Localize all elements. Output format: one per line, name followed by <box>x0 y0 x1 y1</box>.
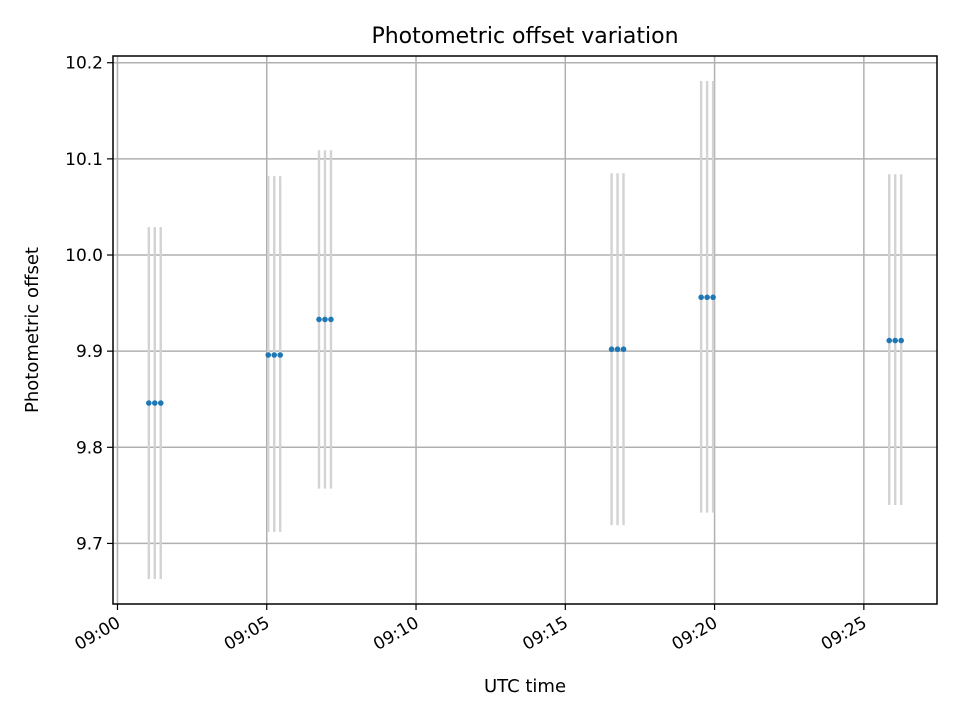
x-tick-label: 09:20 <box>669 613 721 655</box>
x-tick-label: 09:10 <box>370 613 422 655</box>
data-point <box>328 316 334 323</box>
y-tick-label: 9.7 <box>76 534 103 554</box>
data-layer <box>146 80 904 580</box>
data-point <box>620 346 627 353</box>
y-axis-label: Photometric offset <box>22 247 43 413</box>
plot-frame <box>112 55 938 605</box>
data-point <box>157 400 164 406</box>
data-point <box>698 294 704 301</box>
data-point <box>886 337 893 344</box>
x-tick-label: 09:00 <box>72 613 124 655</box>
data-point <box>892 337 899 344</box>
y-tick-label: 9.9 <box>76 342 103 362</box>
x-tick-label: 09:25 <box>818 613 870 655</box>
data-point <box>316 316 322 323</box>
y-tick-label: 9.8 <box>76 438 103 458</box>
data-point <box>614 346 621 353</box>
data-point <box>151 400 158 406</box>
data-point <box>146 400 152 406</box>
y-tick-label: 10.1 <box>65 150 103 170</box>
data-point <box>277 352 283 358</box>
data-point <box>608 346 615 353</box>
data-point <box>710 294 716 301</box>
grid-lines <box>113 56 937 604</box>
chart-title: Photometric offset variation <box>371 24 678 49</box>
x-tick-label: 09:15 <box>519 613 571 655</box>
x-tick-label: 09:05 <box>221 613 273 655</box>
y-tick-label: 10.2 <box>65 54 103 74</box>
data-point <box>704 294 710 301</box>
axes: 09:00 09:05 09:10 09:15 09:20 09:25 9.7 9.8 9.9 1… <box>65 54 870 655</box>
data-point <box>322 316 328 323</box>
data-point <box>898 337 904 344</box>
y-tick-label: 10.0 <box>65 246 103 266</box>
data-point <box>265 352 272 358</box>
x-axis-label: UTC time <box>484 676 566 697</box>
data-point <box>271 352 278 358</box>
